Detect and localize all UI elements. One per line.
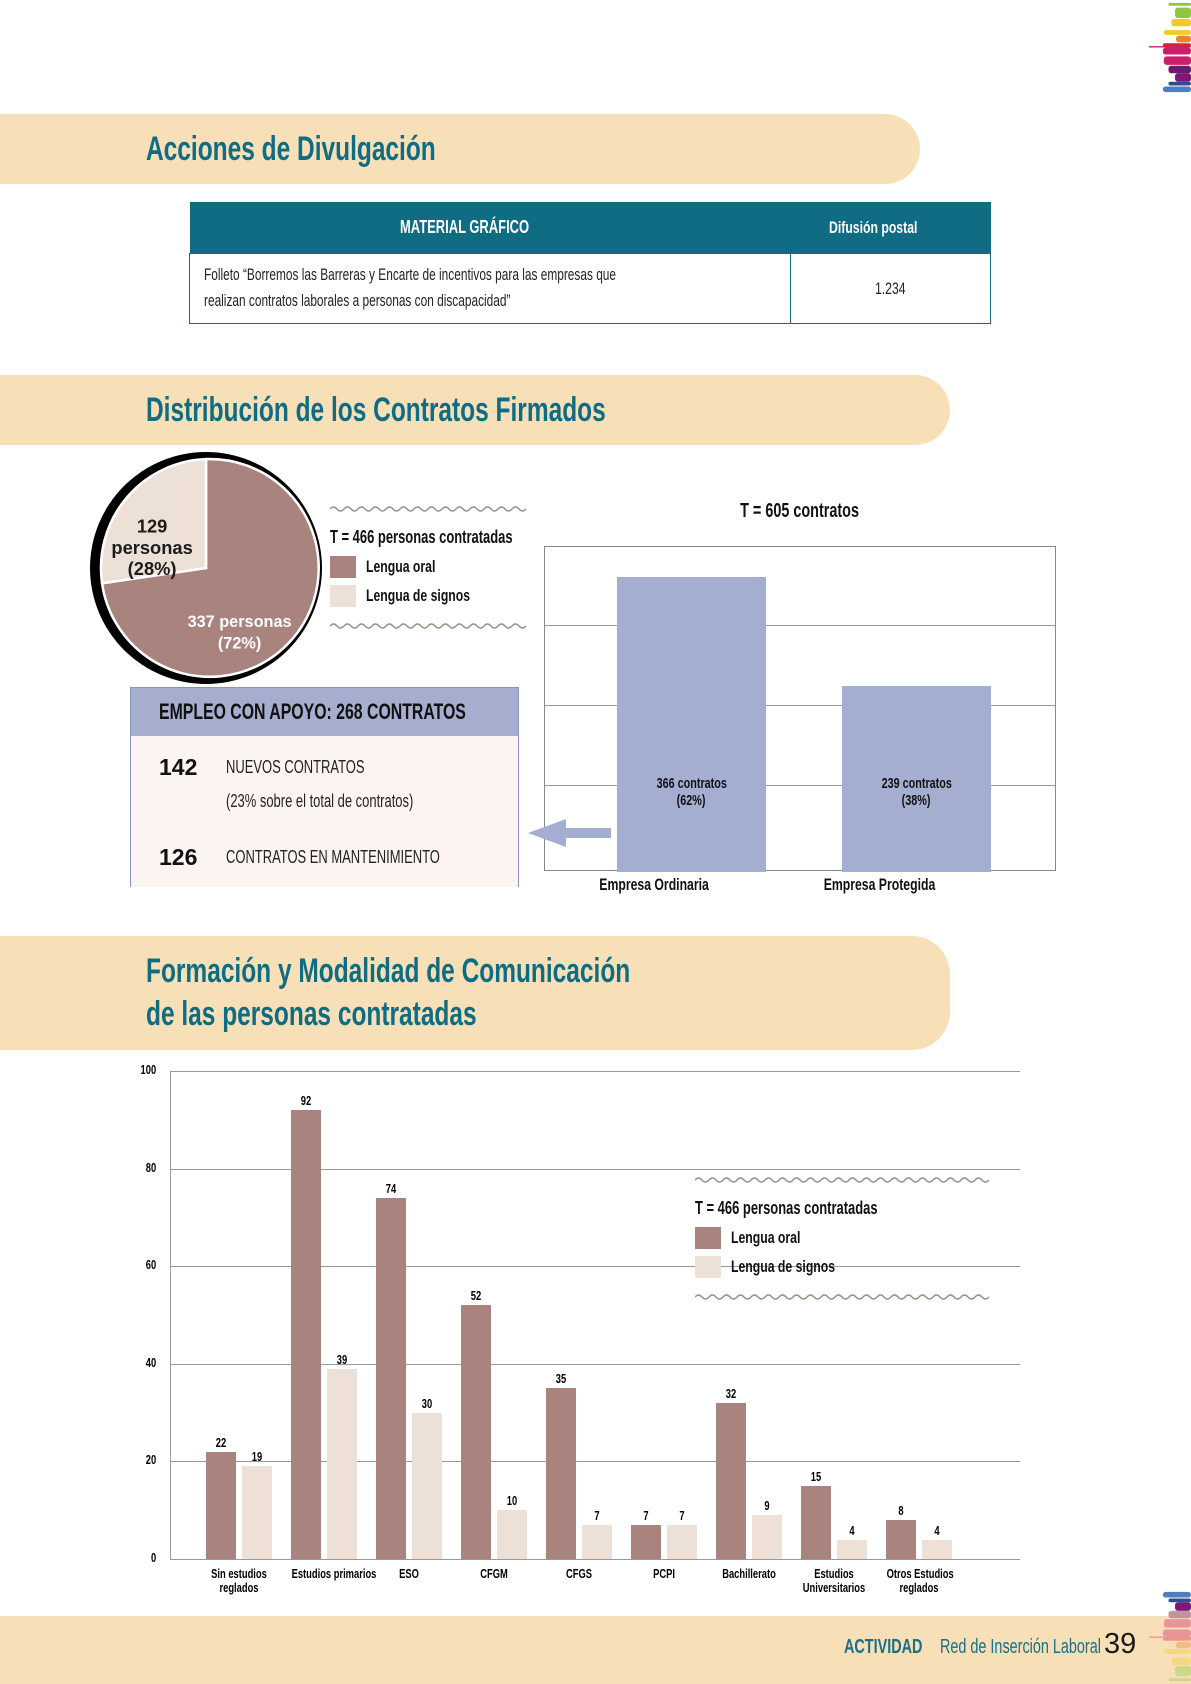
svg-text:(28%): (28%): [128, 558, 177, 579]
svg-text:personas: personas: [111, 537, 192, 558]
svg-text:337 personas: 337 personas: [188, 613, 292, 631]
svg-text:129: 129: [137, 515, 168, 536]
svg-text:(72%): (72%): [218, 634, 261, 652]
